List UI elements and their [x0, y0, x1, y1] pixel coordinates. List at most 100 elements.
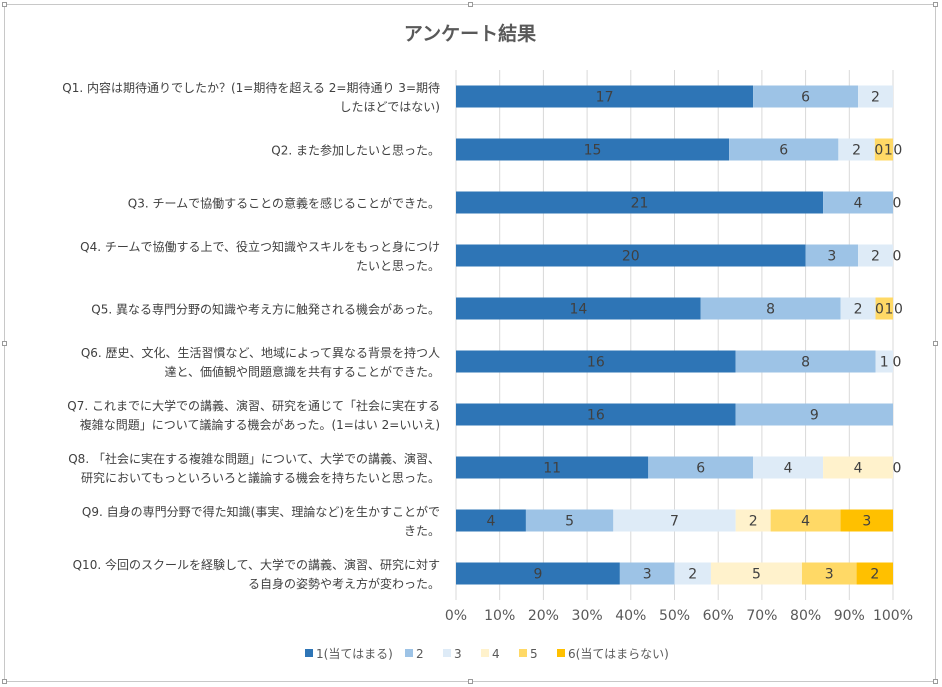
- data-label: 0: [894, 302, 903, 318]
- bar-segment: [710, 562, 802, 585]
- x-tick-label: 0%: [445, 608, 467, 624]
- data-label: 6: [779, 143, 788, 159]
- data-label: 8: [801, 355, 810, 371]
- data-label: 3: [862, 514, 871, 530]
- legend-swatch: [405, 649, 413, 657]
- bar-segment: [674, 562, 711, 585]
- data-label: 4: [801, 514, 810, 530]
- data-label: 0: [893, 249, 902, 265]
- data-label: 14: [569, 302, 587, 318]
- data-label: 3: [827, 249, 836, 265]
- bar-segment: [456, 403, 736, 426]
- bars: [456, 85, 893, 585]
- legend-label: 5: [530, 647, 538, 661]
- data-label: 4: [486, 514, 495, 530]
- data-label: 6: [696, 461, 705, 477]
- resize-handle-bottom[interactable]: [468, 679, 473, 684]
- data-label: 2: [688, 567, 697, 583]
- data-label: 4: [854, 196, 863, 212]
- category-label: る自身の姿勢や考え方が変わった。: [248, 576, 440, 591]
- bar-segment: [729, 138, 839, 161]
- bar-segment: [648, 456, 754, 479]
- category-label: Q9. 自身の専門分野で得た知識(事実、理論など)を生かすことがで: [82, 504, 440, 519]
- data-label: 15: [584, 143, 602, 159]
- legend-swatch: [557, 649, 565, 657]
- legend-label: 3: [454, 647, 462, 661]
- data-label: 0: [874, 143, 883, 159]
- data-labels: 17 6 215 6 2 0 1 021 4 020 3 2 014 8 2 0 1 016 8 1 016 911 6 4 4…: [486, 90, 902, 583]
- category-label: Q10. 今回のスクールを経験して、大学での講義、演習、研究に対す: [73, 557, 440, 572]
- bar-segment: [840, 297, 876, 320]
- category-label: 研究においてもっといろいろと議論する機会を持ちたいと思った。: [81, 470, 440, 485]
- bar-segment: [838, 138, 875, 161]
- bar-segment: [753, 85, 859, 108]
- bar-segment: [456, 244, 806, 267]
- category-label: Q6. 歴史、文化、生活習慣など、地域によって異なる背景を持つ人: [81, 345, 440, 360]
- bar-segment: [805, 244, 859, 267]
- bar-segment: [700, 297, 841, 320]
- data-label: 17: [596, 90, 614, 106]
- bar-segment: [456, 350, 736, 373]
- category-label: Q3. チームで協働することの意義を感じることができた。: [128, 196, 440, 211]
- category-label: したほどではない): [340, 100, 440, 114]
- data-label: 9: [533, 567, 542, 583]
- legend: 1(当てはまる) 2 3 4 5 6(当てはまらない): [305, 647, 669, 661]
- data-label: 0: [893, 196, 902, 212]
- category-label: Q7. これまでに大学での講義、演習、研究を通じて「社会に実在する: [67, 398, 440, 413]
- x-tick-label: 40%: [615, 608, 646, 624]
- bar-segment: [525, 509, 614, 532]
- resize-handle-top-left[interactable]: [2, 2, 7, 7]
- data-label: 2: [871, 90, 880, 106]
- data-label: 0: [875, 302, 884, 318]
- data-label: 2: [852, 143, 861, 159]
- bar-segment: [858, 85, 893, 108]
- bar-segment: [619, 562, 675, 585]
- data-label: 8: [766, 302, 775, 318]
- resize-handle-left[interactable]: [2, 341, 7, 346]
- bar-segment: [874, 138, 893, 161]
- bar-segment: [875, 297, 893, 320]
- x-tick-label: 100%: [873, 608, 913, 624]
- data-label: 1: [880, 355, 889, 371]
- resize-handle-bottom-left[interactable]: [2, 679, 7, 684]
- legend-swatch: [443, 649, 451, 657]
- bar-segment: [735, 403, 893, 426]
- x-tick-label: 60%: [703, 608, 734, 624]
- legend-swatch: [519, 649, 527, 657]
- data-label: 0: [893, 143, 902, 159]
- bar-segment: [456, 562, 620, 585]
- x-tick-label: 80%: [790, 608, 821, 624]
- data-label: 5: [752, 567, 761, 583]
- x-tick-label: 10%: [484, 608, 515, 624]
- x-axis-ticks: 0% 10% 20% 30% 40% 50% 60% 70% 80% 90% 100%: [445, 608, 913, 624]
- bar-segment: [753, 456, 824, 479]
- data-label: 1: [884, 143, 893, 159]
- resize-handle-bottom-right[interactable]: [933, 679, 938, 684]
- bar-segment: [735, 350, 876, 373]
- category-label: Q2. また参加したいと思った。: [271, 143, 440, 158]
- bar-segment: [770, 509, 841, 532]
- data-label: 16: [587, 408, 605, 424]
- legend-label: 6(当てはまらない): [568, 647, 669, 661]
- data-label: 4: [784, 461, 793, 477]
- resize-handle-top[interactable]: [468, 2, 473, 7]
- category-label: きた。: [404, 524, 440, 538]
- category-label: Q4. チームで協働する上で、役立つ知識やスキルをもっと身につけ: [80, 239, 440, 254]
- bar-segment: [875, 350, 893, 373]
- legend-swatch: [305, 649, 313, 657]
- legend-label: 2: [416, 647, 424, 661]
- data-label: 16: [587, 355, 605, 371]
- data-label: 21: [631, 196, 649, 212]
- resize-handle-top-right[interactable]: [933, 2, 938, 7]
- bar-segment: [856, 562, 893, 585]
- data-label: 5: [565, 514, 574, 530]
- bar-segment: [456, 85, 754, 108]
- data-label: 2: [870, 567, 879, 583]
- bar-segment: [456, 509, 526, 532]
- category-label: たいと思った。: [356, 259, 440, 273]
- x-tick-label: 70%: [746, 608, 777, 624]
- data-label: 4: [854, 461, 863, 477]
- resize-handle-right[interactable]: [933, 341, 938, 346]
- data-label: 20: [622, 249, 640, 265]
- data-label: 3: [643, 567, 652, 583]
